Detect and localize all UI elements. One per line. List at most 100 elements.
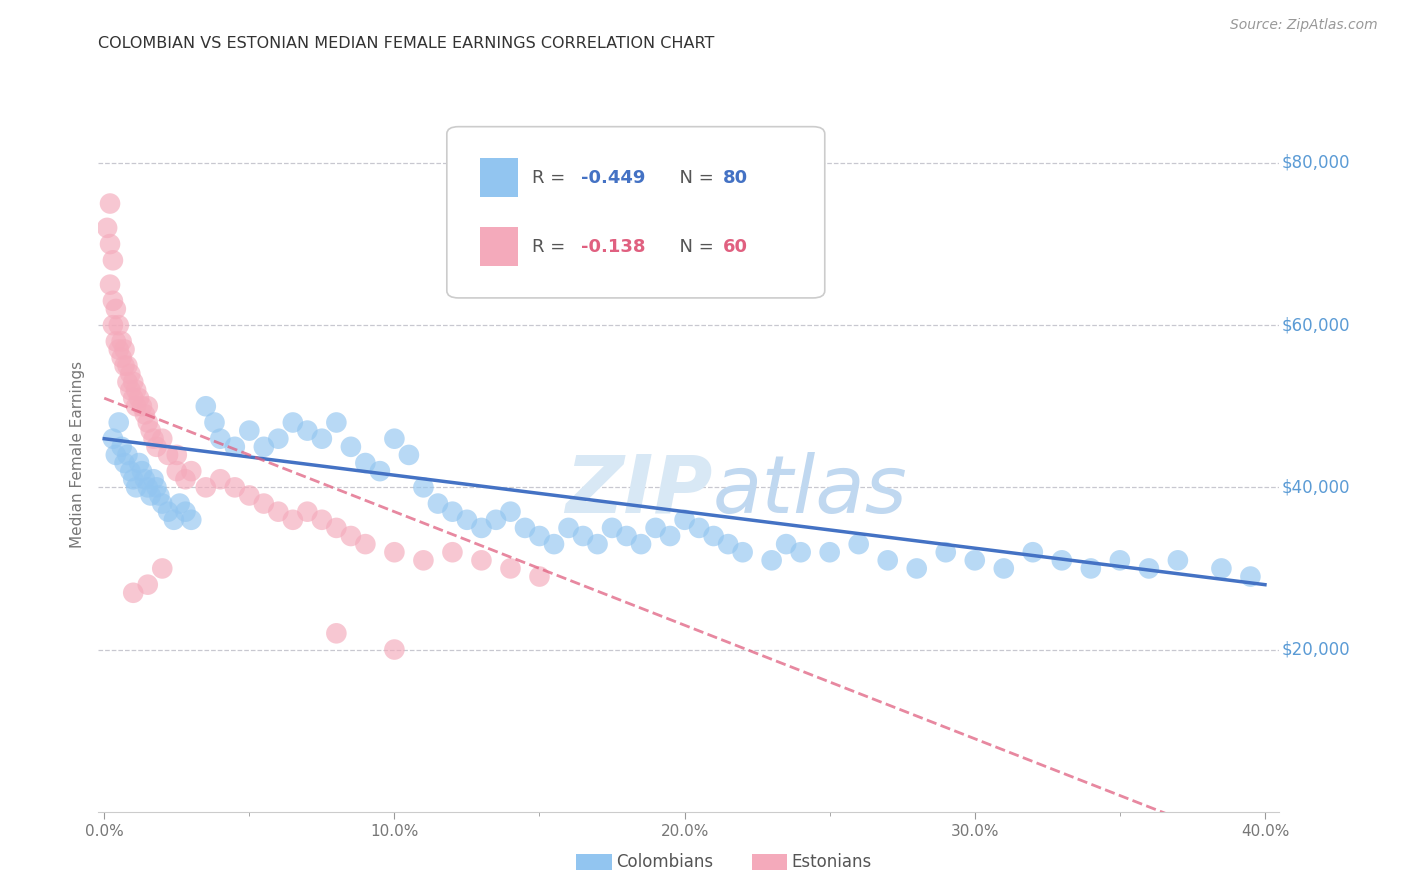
Text: Source: ZipAtlas.com: Source: ZipAtlas.com — [1230, 18, 1378, 32]
Point — [499, 561, 522, 575]
Point — [905, 561, 928, 575]
Point — [120, 383, 142, 397]
Text: atlas: atlas — [713, 451, 907, 530]
Point — [111, 440, 134, 454]
Point — [194, 480, 217, 494]
Point — [174, 472, 197, 486]
Point — [117, 448, 139, 462]
Point — [281, 513, 304, 527]
Text: ZIP: ZIP — [565, 451, 713, 530]
Point — [717, 537, 740, 551]
Point — [426, 497, 449, 511]
Text: $40,000: $40,000 — [1282, 478, 1350, 496]
Point — [1108, 553, 1130, 567]
Point — [253, 440, 276, 454]
Text: N =: N = — [668, 238, 720, 256]
Point — [169, 497, 191, 511]
Point — [136, 577, 159, 591]
Point — [935, 545, 957, 559]
Point — [384, 432, 406, 446]
Point — [1137, 561, 1160, 575]
Point — [125, 399, 148, 413]
Point — [122, 472, 145, 486]
Point — [157, 448, 180, 462]
Point — [412, 553, 434, 567]
Point — [131, 464, 153, 478]
Point — [281, 416, 304, 430]
Point — [117, 375, 139, 389]
Point — [253, 497, 276, 511]
Point — [267, 432, 290, 446]
Point — [485, 513, 508, 527]
Point — [412, 480, 434, 494]
Point — [1022, 545, 1045, 559]
Point — [963, 553, 986, 567]
Point — [848, 537, 870, 551]
Point — [134, 472, 156, 486]
Point — [761, 553, 783, 567]
Point — [470, 553, 492, 567]
Point — [98, 196, 121, 211]
Point — [107, 318, 129, 333]
Point — [659, 529, 682, 543]
Point — [204, 416, 226, 430]
FancyBboxPatch shape — [447, 127, 825, 298]
Point — [616, 529, 638, 543]
Point — [993, 561, 1015, 575]
Point — [131, 399, 153, 413]
Point — [267, 505, 290, 519]
Point — [194, 399, 217, 413]
Point — [529, 569, 551, 583]
Point — [441, 505, 464, 519]
Point — [145, 440, 167, 454]
Point — [818, 545, 841, 559]
Point — [150, 432, 173, 446]
Point — [354, 456, 377, 470]
Point — [297, 424, 319, 438]
Point — [1211, 561, 1233, 575]
Point — [107, 343, 129, 357]
Point — [136, 480, 159, 494]
Point — [104, 301, 127, 316]
Point — [775, 537, 797, 551]
Point — [114, 359, 136, 373]
Point — [384, 642, 406, 657]
Text: $60,000: $60,000 — [1282, 316, 1350, 334]
Point — [111, 351, 134, 365]
Point — [340, 529, 363, 543]
Point — [111, 334, 134, 349]
Point — [107, 416, 129, 430]
Point — [136, 416, 159, 430]
Point — [114, 456, 136, 470]
Point — [600, 521, 623, 535]
Point — [96, 220, 118, 235]
Point — [142, 432, 165, 446]
Point — [325, 521, 347, 535]
Point — [470, 521, 492, 535]
Point — [136, 399, 159, 413]
Point — [174, 505, 197, 519]
Bar — [479, 158, 517, 197]
Point — [209, 432, 232, 446]
Point — [441, 545, 464, 559]
Point — [1080, 561, 1102, 575]
Point — [150, 561, 173, 575]
Point — [1167, 553, 1189, 567]
Text: Colombians: Colombians — [616, 853, 713, 871]
Text: COLOMBIAN VS ESTONIAN MEDIAN FEMALE EARNINGS CORRELATION CHART: COLOMBIAN VS ESTONIAN MEDIAN FEMALE EARN… — [98, 36, 714, 51]
Point — [325, 626, 347, 640]
Text: Estonians: Estonians — [792, 853, 872, 871]
Point — [703, 529, 725, 543]
Text: 80: 80 — [723, 169, 748, 186]
Point — [122, 586, 145, 600]
Point — [297, 505, 319, 519]
Point — [557, 521, 579, 535]
Text: 60: 60 — [723, 238, 748, 256]
Point — [128, 391, 150, 405]
Point — [572, 529, 595, 543]
Point — [145, 480, 167, 494]
Text: R =: R = — [531, 169, 571, 186]
Point — [1050, 553, 1073, 567]
Text: -0.138: -0.138 — [582, 238, 645, 256]
Point — [150, 497, 173, 511]
